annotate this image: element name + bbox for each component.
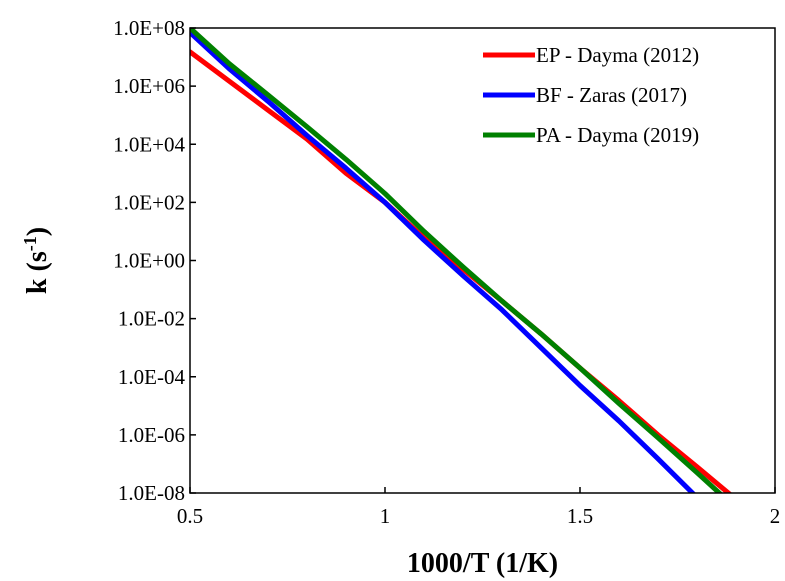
y-axis-title-main: k (s xyxy=(22,251,53,294)
series-line-3 xyxy=(190,28,724,493)
legend-label-1: EP - Dayma (2012) xyxy=(536,43,699,67)
x-tick-label: 2 xyxy=(770,504,781,528)
series-layer xyxy=(190,28,733,493)
y-tick-label: 1.0E-04 xyxy=(118,365,186,389)
legend-label-2: BF - Zaras (2017) xyxy=(536,83,687,107)
y-axis-title-sup: -1 xyxy=(20,236,40,251)
y-axis-title-end: ) xyxy=(22,227,53,236)
y-tick-label: 1.0E-06 xyxy=(118,423,185,447)
x-tick-label: 1 xyxy=(380,504,391,528)
y-axis-title: k (s-1) xyxy=(20,227,53,294)
y-tick-label: 1.0E-08 xyxy=(118,481,185,505)
plot-area-frame xyxy=(189,27,776,494)
y-tick-label: 1.0E+06 xyxy=(113,74,185,98)
y-tick-label: 1.0E-02 xyxy=(118,307,185,331)
series-line-2 xyxy=(190,30,697,493)
x-tick-label: 1.5 xyxy=(567,504,593,528)
y-tick-label: 1.0E+00 xyxy=(113,249,185,273)
ticks-layer: 0.5 1 1.5 2 1.0E-08 1.0E-06 1.0E-04 1.0E-02 1.0E… xyxy=(113,16,780,528)
legend: EP - Dayma (2012) BF - Zaras (2017) PA - D… xyxy=(483,43,699,147)
y-tick-label: 1.0E+04 xyxy=(113,132,185,156)
x-tick-label: 0.5 xyxy=(177,504,203,528)
y-tick-label: 1.0E+02 xyxy=(113,190,185,214)
legend-label-3: PA - Dayma (2019) xyxy=(536,123,699,147)
x-axis-title: 1000/T (1/K) xyxy=(407,548,558,579)
y-tick-label: 1.0E+08 xyxy=(113,16,185,40)
